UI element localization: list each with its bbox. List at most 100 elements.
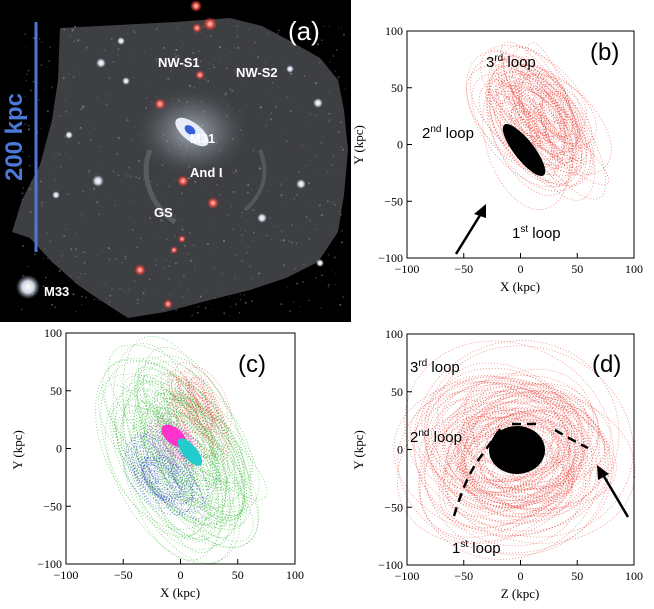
noise-speck: [22, 245, 24, 247]
noise-speck: [133, 30, 134, 31]
panel-d-xlabel: Z (kpc): [501, 586, 540, 601]
noise-speck: [182, 220, 183, 221]
noise-speck: [82, 191, 84, 193]
noise-speck: [112, 289, 113, 290]
noise-speck: [75, 36, 76, 37]
noise-speck: [235, 303, 237, 305]
noise-speck: [109, 301, 111, 303]
noise-speck: [108, 247, 110, 249]
noise-speck: [211, 309, 212, 310]
noise-speck: [78, 142, 80, 144]
noise-speck: [163, 47, 165, 49]
noise-speck: [76, 248, 78, 250]
noise-speck: [140, 238, 141, 239]
noise-speck: [54, 307, 56, 309]
noise-speck: [268, 52, 269, 53]
noise-speck: [251, 300, 253, 302]
noise-speck: [198, 306, 199, 307]
panel-c-xlabel: X (kpc): [160, 585, 200, 600]
noise-speck: [277, 32, 278, 33]
noise-speck: [309, 71, 310, 72]
noise-speck: [53, 125, 54, 126]
noise-speck: [129, 289, 130, 290]
noise-speck: [256, 188, 257, 189]
noise-speck: [325, 73, 326, 74]
noise-speck: [316, 277, 317, 278]
noise-speck: [242, 212, 243, 213]
noise-speck: [113, 171, 114, 172]
noise-speck: [106, 94, 108, 96]
noise-speck: [273, 101, 274, 102]
panel-b-arrow: [456, 204, 486, 254]
noise-speck: [235, 277, 236, 278]
noise-speck: [221, 273, 223, 275]
noise-speck: [116, 85, 117, 86]
noise-speck: [338, 310, 339, 311]
noise-speck: [85, 297, 86, 298]
noise-speck: [289, 311, 291, 313]
noise-speck: [143, 179, 144, 180]
noise-speck: [272, 180, 273, 181]
noise-speck: [198, 51, 199, 52]
y-tick-label: −100: [378, 251, 403, 265]
noise-speck: [68, 280, 69, 281]
noise-speck: [90, 139, 92, 141]
noise-speck: [68, 74, 69, 75]
noise-speck: [156, 182, 157, 183]
noise-speck: [256, 118, 257, 119]
noise-speck: [99, 214, 100, 215]
noise-speck: [49, 60, 51, 62]
noise-speck: [210, 35, 211, 36]
noise-speck: [265, 63, 266, 64]
noise-speck: [304, 264, 305, 265]
noise-speck: [64, 235, 65, 236]
noise-speck: [278, 40, 279, 41]
noise-speck: [249, 29, 250, 30]
noise-speck: [193, 245, 194, 246]
noise-speck: [241, 235, 243, 237]
panel-b: −100 −50 0 50 100100500−50−100 (b) 3rd loop …: [351, 24, 643, 294]
noise-speck: [107, 302, 108, 303]
noise-speck: [127, 176, 128, 177]
noise-speck: [337, 77, 338, 78]
x-tick-label: 50: [232, 568, 244, 582]
noise-speck: [179, 188, 180, 189]
noise-speck: [332, 228, 333, 229]
noise-speck: [80, 108, 82, 110]
noise-speck: [288, 251, 289, 252]
noise-speck: [165, 259, 166, 260]
noise-speck: [303, 281, 305, 283]
noise-speck: [164, 184, 165, 185]
noise-speck: [43, 72, 44, 73]
noise-speck: [253, 209, 254, 210]
noise-speck: [321, 40, 322, 41]
noise-speck: [149, 279, 151, 281]
noise-speck: [81, 304, 82, 305]
noise-speck: [55, 169, 56, 170]
noise-speck: [66, 111, 67, 112]
noise-speck: [166, 276, 167, 277]
noise-speck: [292, 242, 294, 244]
noise-speck: [279, 226, 280, 227]
noise-speck: [124, 258, 125, 259]
noise-speck: [85, 178, 86, 179]
noise-speck: [81, 296, 83, 298]
panel-d-loop-2: 2nd loop: [410, 428, 462, 446]
noise-speck: [340, 146, 342, 148]
noise-speck: [330, 62, 331, 63]
noise-speck: [267, 109, 268, 110]
noise-speck: [329, 113, 331, 115]
noise-speck: [236, 26, 237, 27]
noise-speck: [339, 175, 340, 176]
noise-speck: [312, 174, 313, 175]
x-tick-label: −50: [454, 569, 473, 583]
noise-speck: [333, 55, 334, 56]
noise-speck: [98, 156, 99, 157]
noise-speck: [200, 32, 201, 33]
x-tick-label: −50: [454, 262, 473, 276]
noise-speck: [188, 254, 189, 255]
noise-speck: [155, 236, 156, 237]
noise-speck: [236, 171, 237, 172]
noise-speck: [240, 295, 241, 296]
noise-speck: [118, 175, 120, 177]
